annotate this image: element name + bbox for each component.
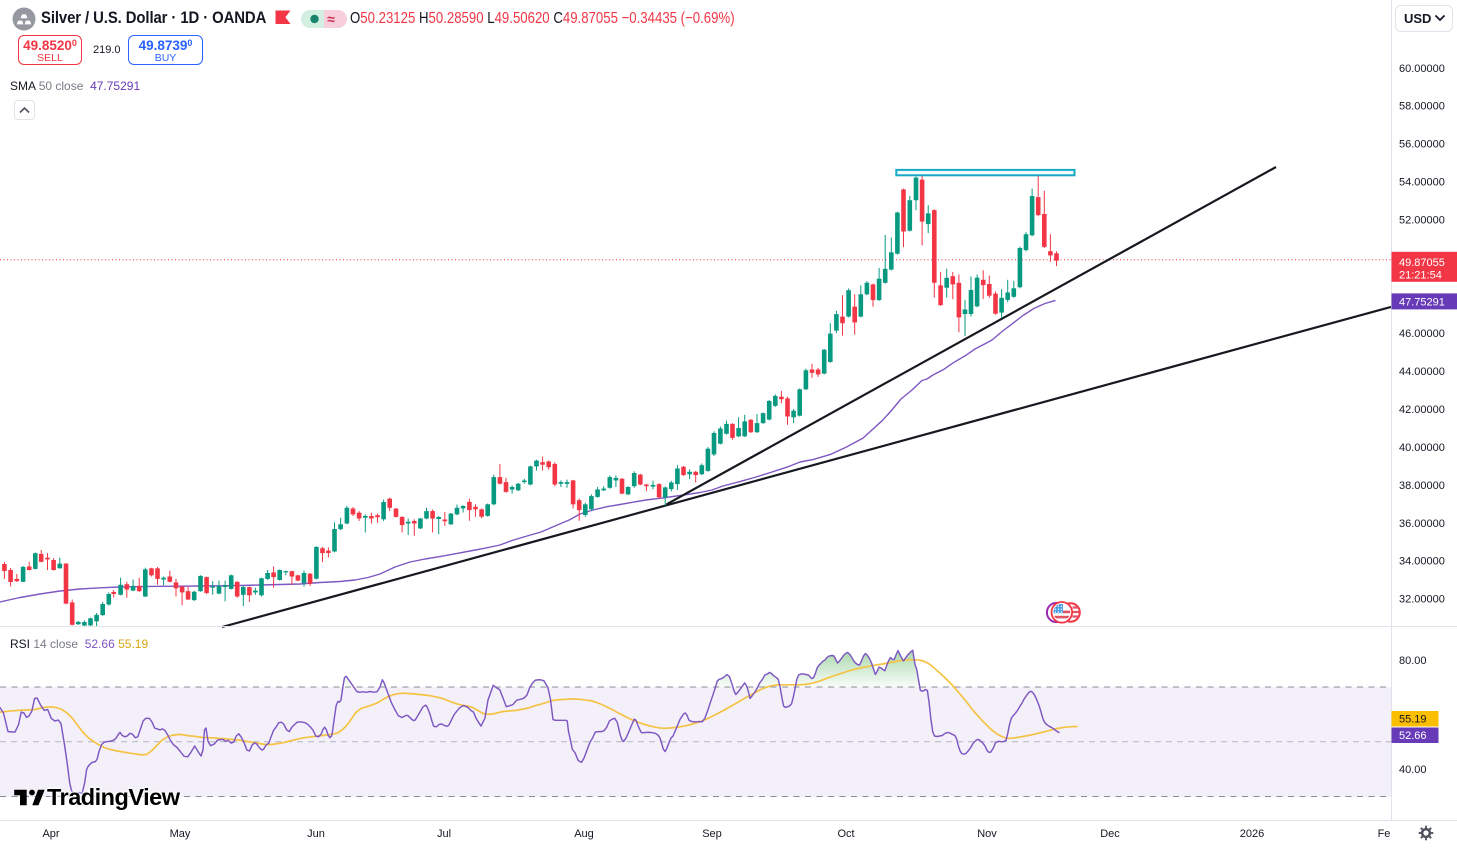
svg-text:Dec: Dec [1100, 828, 1120, 840]
svg-text:44.00000: 44.00000 [1399, 366, 1445, 378]
svg-text:55.19: 55.19 [1399, 714, 1427, 726]
svg-text:38.00000: 38.00000 [1399, 480, 1445, 492]
svg-text:49.87055: 49.87055 [1399, 257, 1445, 269]
svg-text:58.00000: 58.00000 [1399, 101, 1445, 113]
svg-text:Oct: Oct [837, 828, 854, 840]
svg-text:2026: 2026 [1240, 828, 1264, 840]
svg-text:56.00000: 56.00000 [1399, 139, 1445, 151]
svg-text:Apr: Apr [42, 828, 59, 840]
svg-text:Sep: Sep [702, 828, 722, 840]
svg-text:54.00000: 54.00000 [1399, 177, 1445, 189]
svg-text:≈: ≈ [327, 11, 335, 27]
svg-text:Jul: Jul [437, 828, 451, 840]
svg-text:May: May [170, 828, 191, 840]
svg-text:52.66: 52.66 [1399, 730, 1427, 742]
svg-text:32.00000: 32.00000 [1399, 594, 1445, 606]
svg-text:47.75291: 47.75291 [1399, 296, 1445, 308]
svg-text:Jun: Jun [307, 828, 325, 840]
svg-text:40.00000: 40.00000 [1399, 442, 1445, 454]
svg-text:52.00000: 52.00000 [1399, 215, 1445, 227]
svg-text:Aug: Aug [574, 828, 594, 840]
svg-text:60.00000: 60.00000 [1399, 63, 1445, 75]
svg-text:Fe: Fe [1378, 828, 1391, 840]
svg-text:36.00000: 36.00000 [1399, 518, 1445, 530]
svg-text:21:21:54: 21:21:54 [1399, 270, 1442, 282]
svg-text:46.00000: 46.00000 [1399, 328, 1445, 340]
svg-text:80.00: 80.00 [1399, 655, 1427, 667]
svg-text:Nov: Nov [977, 828, 997, 840]
svg-text:42.00000: 42.00000 [1399, 404, 1445, 416]
svg-text:40.00: 40.00 [1399, 764, 1427, 776]
svg-text:34.00000: 34.00000 [1399, 556, 1445, 568]
